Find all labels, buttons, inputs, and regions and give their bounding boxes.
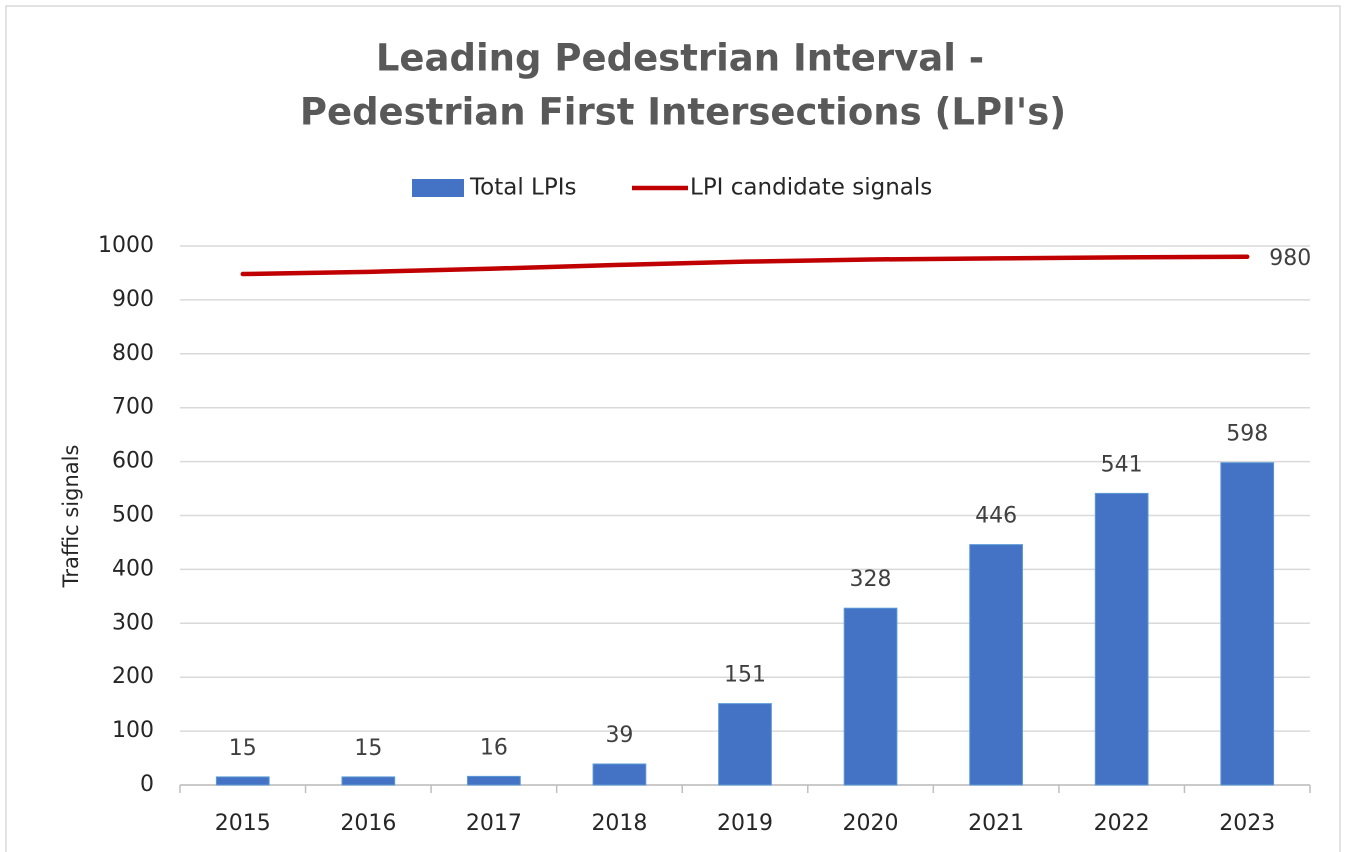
y-axis-label: Traffic signals bbox=[59, 445, 83, 589]
y-tick-label: 1000 bbox=[98, 233, 154, 258]
bar bbox=[718, 703, 772, 786]
y-tick-label: 800 bbox=[112, 341, 154, 366]
data-label: 15 bbox=[354, 736, 382, 761]
data-label: 15 bbox=[229, 736, 257, 761]
y-tick-label: 900 bbox=[112, 287, 154, 312]
data-label: 39 bbox=[605, 723, 633, 748]
x-tick-label: 2016 bbox=[340, 811, 396, 836]
chart-title: Leading Pedestrian Interval - bbox=[376, 37, 984, 80]
x-tick-label: 2022 bbox=[1094, 811, 1150, 836]
legend-swatch bbox=[412, 179, 464, 197]
bar bbox=[1094, 492, 1149, 786]
y-tick-label: 400 bbox=[112, 556, 154, 581]
x-tick-label: 2019 bbox=[717, 811, 773, 836]
data-label: 980 bbox=[1269, 246, 1311, 271]
data-label: 151 bbox=[724, 663, 766, 688]
bar bbox=[467, 775, 521, 786]
y-tick-label: 200 bbox=[112, 664, 154, 689]
y-tick-label: 100 bbox=[112, 718, 154, 743]
data-label: 328 bbox=[850, 567, 892, 592]
bar bbox=[969, 544, 1023, 786]
legend-label: LPI candidate signals bbox=[690, 175, 932, 201]
data-label: 598 bbox=[1226, 422, 1268, 447]
x-tick-label: 2023 bbox=[1219, 811, 1275, 836]
x-tick-label: 2018 bbox=[591, 811, 647, 836]
line bbox=[240, 254, 1250, 277]
legend-label: Total LPIs bbox=[469, 175, 576, 201]
bar bbox=[341, 776, 396, 786]
x-tick-label: 2021 bbox=[968, 811, 1024, 836]
x-tick-label: 2020 bbox=[843, 811, 899, 836]
bar bbox=[1220, 462, 1275, 786]
y-tick-label: 0 bbox=[140, 772, 154, 797]
x-tick-label: 2015 bbox=[215, 811, 271, 836]
y-tick-label: 600 bbox=[112, 449, 154, 474]
data-label: 446 bbox=[975, 504, 1017, 529]
y-tick-label: 300 bbox=[112, 610, 154, 635]
data-label: 16 bbox=[480, 735, 508, 760]
x-tick-label: 2017 bbox=[466, 811, 522, 836]
bar bbox=[592, 763, 647, 786]
y-tick-label: 700 bbox=[112, 395, 154, 420]
y-tick-label: 500 bbox=[112, 503, 154, 528]
chart-title: Pedestrian First Intersections (LPI's) bbox=[300, 91, 1066, 134]
bar bbox=[843, 607, 898, 786]
data-label: 541 bbox=[1101, 452, 1143, 477]
bar bbox=[215, 776, 270, 786]
